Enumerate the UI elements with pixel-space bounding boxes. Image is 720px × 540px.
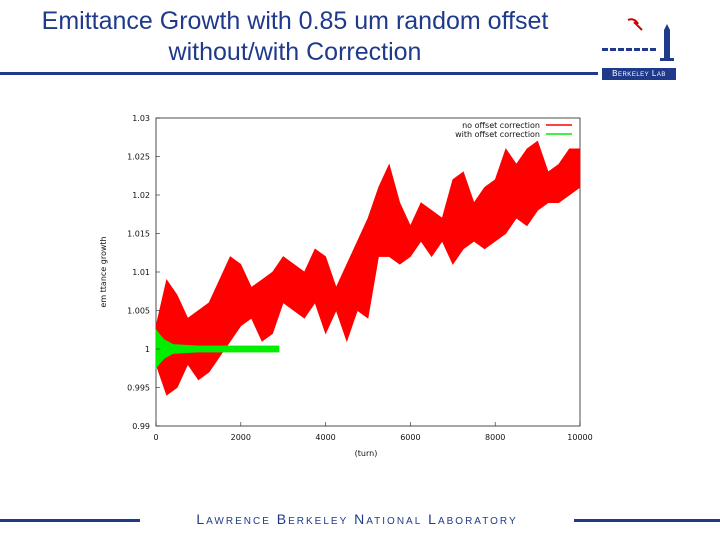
x-tick-label: 2000	[231, 433, 251, 442]
x-tick-label: 0	[153, 433, 158, 442]
y-axis-label: em ttance growth	[99, 236, 108, 307]
y-tick-label: 0.995	[127, 384, 150, 393]
emittance-chart: 0.99 0.995 1 1.005 1.01 1.015 1.02 1.025 1.03 0 2…	[99, 114, 593, 458]
series-with-offset-correction-band	[155, 328, 280, 370]
footer-text: Lawrence Berkeley National Laboratory	[196, 511, 518, 527]
y-tick-label: 1	[145, 345, 150, 354]
slide-title-line1: Emittance Growth with 0.85 um random off…	[41, 7, 549, 35]
slide-title: Emittance Growth with 0.85 um random off…	[0, 6, 590, 68]
y-tick-label: 1.02	[132, 191, 150, 200]
x-tick-label: 4000	[315, 433, 335, 442]
x-tick-label: 10000	[567, 433, 592, 442]
y-tick-label: 0.99	[132, 422, 150, 431]
legend-label: no offset correction	[462, 121, 540, 130]
x-tick-label: 6000	[400, 433, 420, 442]
x-tick-label: 8000	[485, 433, 505, 442]
header-divider	[0, 72, 598, 75]
footer-divider-left	[0, 519, 140, 522]
series-no-offset-correction-band	[155, 140, 581, 396]
y-tick-label: 1.015	[127, 230, 150, 239]
footer-divider-right	[574, 519, 720, 522]
x-axis-label: (turn)	[355, 449, 378, 458]
berkeley-lab-logo	[602, 18, 674, 61]
y-tick-label: 1.01	[132, 268, 150, 277]
logo-text: Berkeley Lab	[602, 68, 676, 80]
y-tick-label: 1.03	[132, 114, 150, 123]
slide-title-line2: without/with Correction	[168, 38, 422, 66]
y-tick-label: 1.025	[127, 153, 150, 162]
legend-label: with offset correction	[455, 130, 540, 139]
y-tick-label: 1.005	[127, 307, 150, 316]
